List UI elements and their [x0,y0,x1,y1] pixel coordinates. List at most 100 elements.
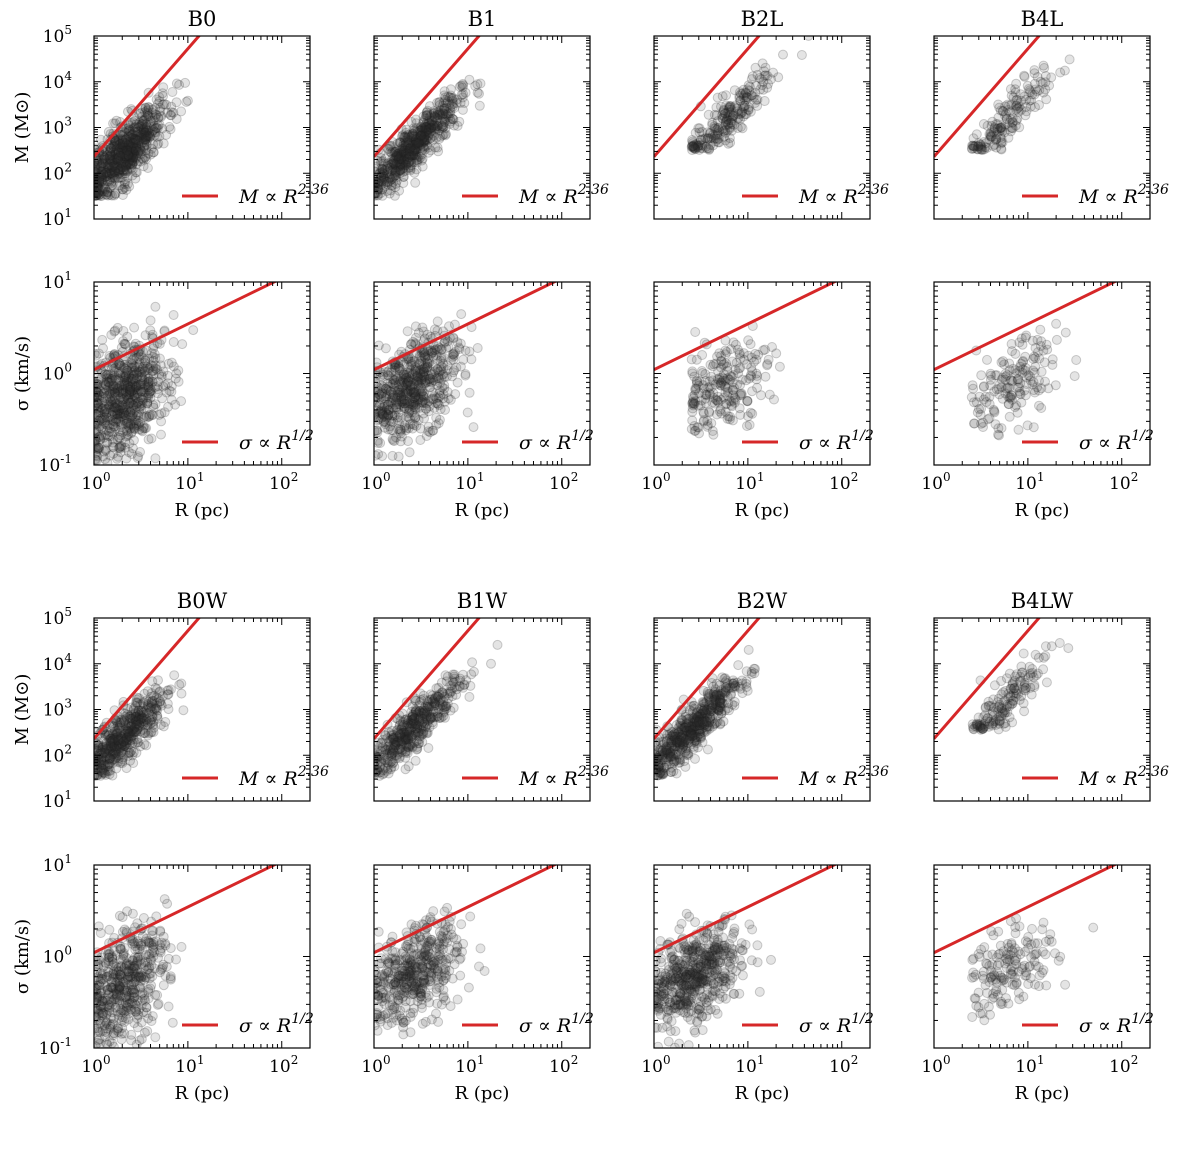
data-point [130,133,141,144]
data-point [434,125,445,136]
data-point [432,373,443,383]
data-point [404,135,415,146]
data-point [377,742,388,753]
data-point [118,157,129,168]
data-point [111,138,122,148]
data-point [121,139,132,150]
data-point [375,167,386,178]
data-point [113,146,124,156]
data-point [171,78,182,89]
data-point [399,153,410,164]
data-point [118,142,129,153]
data-point [114,165,125,176]
data-point [388,159,399,170]
data-point [386,140,397,151]
data-point [128,135,139,146]
data-point [417,129,428,140]
data-point [114,393,125,404]
data-point [97,150,108,161]
data-point [130,173,141,184]
data-point [388,158,399,169]
data-point [120,176,130,187]
data-point [111,171,122,182]
data-point [117,144,128,155]
data-point [394,730,405,741]
data-point [156,111,167,122]
data-point [133,156,144,167]
panel-mass-b1: B1M ∝ R2.36 [373,7,609,220]
data-point [413,133,424,144]
data-point [145,117,156,128]
data-point [431,121,442,132]
data-point [136,128,147,139]
data-point [113,135,124,146]
data-point [409,145,420,156]
data-point [746,371,757,382]
data-point [374,405,381,416]
data-point [409,133,419,144]
data-point [405,156,416,167]
data-point [397,396,408,407]
data-point [693,422,704,433]
y-tick-label: 104 [43,651,73,675]
data-point [111,115,122,126]
data-point [1036,366,1047,377]
data-point [134,121,145,132]
data-point [115,172,126,183]
data-point [382,186,392,196]
data-point [102,169,113,179]
data-point [112,153,123,164]
legend-label: M ∝ R2.36 [238,182,329,208]
data-point [117,149,128,160]
data-point [110,147,121,158]
data-point [118,166,129,176]
data-point [452,120,463,131]
data-point [117,190,128,200]
data-point [401,137,412,148]
data-point [415,134,425,145]
data-point [406,150,417,161]
data-point [762,360,773,371]
data-point [134,144,145,155]
data-point [422,140,432,151]
data-point [989,139,1000,150]
data-point [414,132,425,143]
data-point [105,163,116,174]
data-point [1051,334,1062,345]
data-point [101,167,112,178]
data-point [142,105,152,116]
data-point [105,144,116,154]
panel-title: B4L [1021,7,1064,31]
data-point [409,146,419,157]
data-point [434,400,445,411]
data-point [411,154,422,165]
data-point [101,171,112,182]
data-point [131,142,141,153]
data-point [399,145,410,156]
legend-label: σ ∝ R1/2 [239,428,314,454]
data-point [117,142,128,153]
data-point [111,160,122,171]
data-point [113,150,124,161]
data-point [455,97,466,108]
data-point [448,99,459,109]
data-point [148,147,159,158]
data-point [98,343,108,354]
data-point [439,116,450,127]
data-point [414,140,425,151]
data-point [125,147,136,158]
data-point [102,162,113,173]
data-point [394,158,405,169]
data-point [138,128,149,139]
data-point [126,130,137,140]
data-point [119,153,130,164]
data-point [95,184,106,195]
data-point [119,127,130,138]
data-point [123,150,134,161]
data-point [440,92,451,103]
data-point [143,148,154,159]
data-point [150,399,161,410]
data-point [420,140,431,151]
data-point [112,169,123,180]
data-point [120,138,131,149]
